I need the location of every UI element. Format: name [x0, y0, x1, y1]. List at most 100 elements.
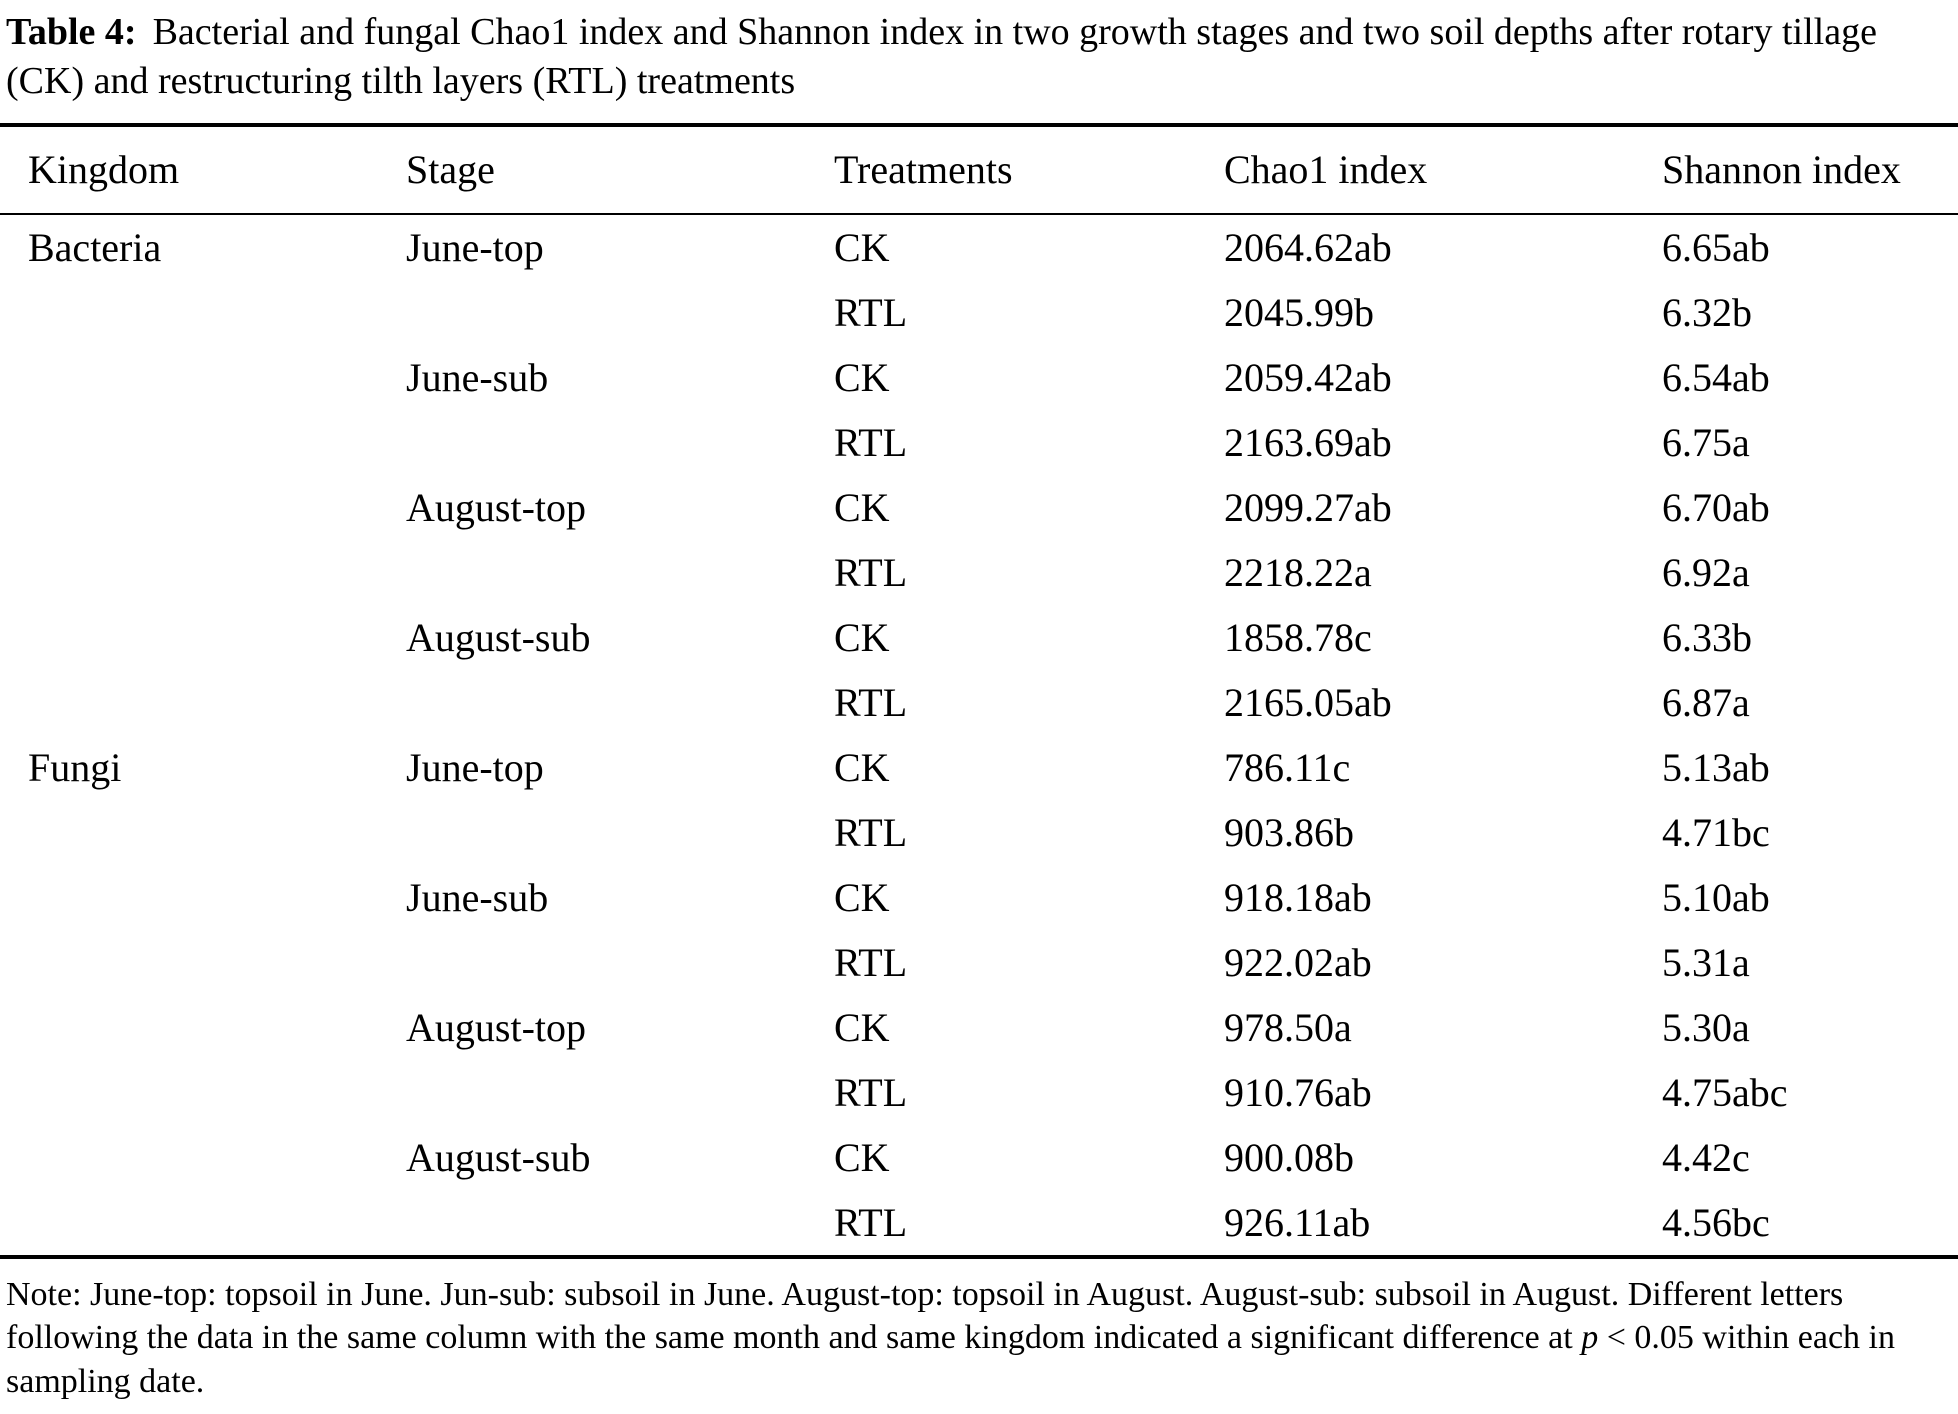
cell-treatment: RTL [834, 1199, 908, 1245]
table-caption-text: Bacterial and fungal Chao1 index and Sha… [6, 11, 1877, 103]
cell-shannon: 5.13ab [1662, 744, 1770, 790]
cell-shannon: 6.92a [1662, 549, 1750, 595]
cell-shannon: 5.31a [1662, 939, 1750, 985]
table-row: Bacteria June-top CK 2064.62ab 6.65ab [0, 214, 1958, 280]
table-row: RTL 2165.05ab 6.87a [0, 670, 1958, 735]
cell-stage: June-sub [406, 354, 549, 400]
cell-shannon: 6.32b [1662, 289, 1752, 335]
cell-chao1: 922.02ab [1224, 939, 1372, 985]
cell-chao1: 786.11c [1224, 744, 1351, 790]
cell-kingdom [0, 1060, 378, 1125]
cell-shannon: 6.75a [1662, 419, 1750, 465]
cell-treatment: RTL [834, 549, 908, 595]
cell-chao1: 2163.69ab [1224, 419, 1392, 465]
cell-kingdom [0, 1125, 378, 1190]
cell-shannon: 4.75abc [1662, 1069, 1788, 1115]
cell-chao1: 2045.99b [1224, 289, 1374, 335]
cell-kingdom [0, 540, 378, 605]
cell-stage [378, 800, 806, 865]
cell-treatment: CK [834, 874, 890, 920]
cell-shannon: 6.87a [1662, 679, 1750, 725]
cell-treatment: RTL [834, 419, 908, 465]
table-header: Kingdom Stage Treatments Chao1 index Sha… [0, 124, 1958, 215]
header-row: Kingdom Stage Treatments Chao1 index Sha… [0, 124, 1958, 215]
cell-kingdom [0, 670, 378, 735]
cell-shannon: 4.42c [1662, 1134, 1750, 1180]
cell-treatment: RTL [834, 679, 908, 725]
cell-treatment: CK [834, 1004, 890, 1050]
cell-kingdom [0, 800, 378, 865]
cell-treatment: RTL [834, 289, 908, 335]
table-body: Bacteria June-top CK 2064.62ab 6.65ab RT… [0, 214, 1958, 1257]
cell-treatment: RTL [834, 1069, 908, 1115]
cell-kingdom: Fungi [28, 744, 122, 790]
cell-stage [378, 410, 806, 475]
diversity-index-table: Kingdom Stage Treatments Chao1 index Sha… [0, 122, 1958, 1259]
cell-shannon: 4.71bc [1662, 809, 1770, 855]
table-caption-label: Table 4: [6, 11, 137, 53]
cell-stage [378, 1060, 806, 1125]
table-note-text-2: < 0.05 within each in sampling date. [6, 1319, 1896, 1400]
cell-kingdom: Bacteria [28, 224, 162, 270]
cell-treatment: CK [834, 484, 890, 530]
cell-stage: June-top [406, 224, 544, 270]
cell-treatment: CK [834, 354, 890, 400]
cell-kingdom [0, 605, 378, 670]
cell-chao1: 903.86b [1224, 809, 1354, 855]
cell-treatment: CK [834, 224, 890, 270]
cell-stage [378, 540, 806, 605]
cell-treatment: RTL [834, 809, 908, 855]
cell-chao1: 2165.05ab [1224, 679, 1392, 725]
cell-stage: August-top [406, 484, 586, 530]
cell-shannon: 4.56bc [1662, 1199, 1770, 1245]
cell-kingdom [0, 865, 378, 930]
cell-chao1: 910.76ab [1224, 1069, 1372, 1115]
table-row: RTL 2045.99b 6.32b [0, 280, 1958, 345]
cell-stage: June-top [406, 744, 544, 790]
cell-kingdom [0, 930, 378, 995]
cell-chao1: 2099.27ab [1224, 484, 1392, 530]
table-row: June-sub CK 2059.42ab 6.54ab [0, 345, 1958, 410]
cell-treatment: CK [834, 744, 890, 790]
cell-chao1: 2059.42ab [1224, 354, 1392, 400]
cell-kingdom [0, 475, 378, 540]
cell-stage [378, 670, 806, 735]
table-caption: Table 4: Bacterial and fungal Chao1 index… [0, 0, 1958, 107]
table-row: RTL 903.86b 4.71bc [0, 800, 1958, 865]
cell-shannon: 6.33b [1662, 614, 1752, 660]
cell-chao1: 926.11ab [1224, 1199, 1371, 1245]
table-row: RTL 926.11ab 4.56bc [0, 1190, 1958, 1257]
cell-chao1: 978.50a [1224, 1004, 1352, 1050]
table-row: August-sub CK 900.08b 4.42c [0, 1125, 1958, 1190]
cell-shannon: 6.54ab [1662, 354, 1770, 400]
cell-chao1: 900.08b [1224, 1134, 1354, 1180]
cell-stage [378, 930, 806, 995]
table-note-text-1: Note: June-top: topsoil in June. Jun-sub… [6, 1275, 1844, 1357]
cell-stage: August-top [406, 1004, 586, 1050]
cell-chao1: 2064.62ab [1224, 224, 1392, 270]
cell-stage [378, 280, 806, 345]
column-header-treatments: Treatments [806, 124, 1196, 215]
cell-shannon: 6.65ab [1662, 224, 1770, 270]
column-header-chao1: Chao1 index [1196, 124, 1634, 215]
cell-shannon: 5.10ab [1662, 874, 1770, 920]
table-row: August-top CK 2099.27ab 6.70ab [0, 475, 1958, 540]
column-header-shannon: Shannon index [1634, 124, 1958, 215]
cell-kingdom [0, 410, 378, 475]
cell-stage: June-sub [406, 874, 549, 920]
cell-stage [378, 1190, 806, 1257]
cell-chao1: 918.18ab [1224, 874, 1372, 920]
cell-treatment: CK [834, 1134, 890, 1180]
table-row: August-sub CK 1858.78c 6.33b [0, 605, 1958, 670]
table-row: RTL 2218.22a 6.92a [0, 540, 1958, 605]
table-row: RTL 922.02ab 5.31a [0, 930, 1958, 995]
cell-kingdom [0, 995, 378, 1060]
table-row: Fungi June-top CK 786.11c 5.13ab [0, 735, 1958, 800]
table-row: June-sub CK 918.18ab 5.10ab [0, 865, 1958, 930]
cell-shannon: 5.30a [1662, 1004, 1750, 1050]
table-row: RTL 910.76ab 4.75abc [0, 1060, 1958, 1125]
table-row: August-top CK 978.50a 5.30a [0, 995, 1958, 1060]
table-note: Note: June-top: topsoil in June. Jun-sub… [0, 1259, 1958, 1404]
cell-chao1: 2218.22a [1224, 549, 1372, 595]
